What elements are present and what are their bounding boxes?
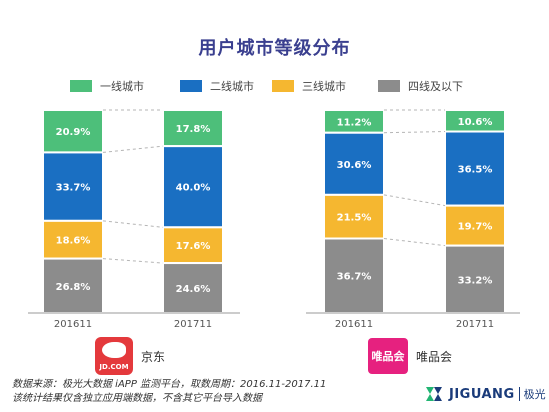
- jiguang-logo: JIGUANG 极光: [423, 383, 546, 405]
- bar-segment: [42, 219, 104, 260]
- legend-swatch: [70, 80, 92, 92]
- jiguang-mark-icon: [423, 383, 445, 405]
- legend-item-tier1: 一线城市: [70, 78, 144, 94]
- bar-segment: [42, 151, 104, 222]
- source-line-2: 该统计结果仅含独立应用端数据，不含其它平台导入数据: [12, 393, 262, 404]
- jd-logo-text: JD.COM: [99, 363, 129, 371]
- data-label: 17.6%: [176, 241, 211, 252]
- chart-title: 用户城市等级分布: [198, 38, 351, 59]
- legend-item-tier3: 三线城市: [272, 78, 346, 94]
- data-label: 33.7%: [56, 183, 91, 194]
- connector-line: [102, 145, 164, 153]
- data-label: 40.0%: [176, 183, 211, 194]
- bar-segment: [444, 204, 506, 247]
- bar-segment: [323, 193, 385, 240]
- jd-logo: JD.COM: [95, 337, 133, 375]
- connector-line: [102, 258, 164, 264]
- x-tick-label: 201611: [335, 319, 373, 330]
- bar-segment: [444, 130, 506, 207]
- legend-swatch: [180, 80, 202, 92]
- jd-dog-icon: [102, 342, 126, 358]
- data-label: 36.7%: [337, 272, 372, 283]
- jiguang-name: JIGUANG: [449, 386, 515, 402]
- jd-brand-name: 京东: [141, 349, 166, 364]
- legend-item-tier2: 二线城市: [180, 78, 254, 94]
- legend-item-tier4: 四线及以下: [378, 78, 463, 94]
- bar-segment: [42, 109, 104, 154]
- jd-brand: JD.COM 京东: [95, 337, 165, 375]
- data-label: 24.6%: [176, 284, 211, 295]
- legend-label: 一线城市: [100, 80, 144, 93]
- connector-line: [383, 238, 446, 247]
- legend-swatch: [378, 80, 400, 92]
- bar-segment: [444, 244, 506, 315]
- data-label: 30.6%: [337, 160, 372, 171]
- bar-segment: [42, 257, 104, 315]
- data-source-note: 数据来源：极光大数据 iAPP 监测平台，取数周期：2016.11-2017.1…: [12, 378, 326, 406]
- data-label: 18.6%: [56, 236, 91, 247]
- bar-segment: [323, 237, 385, 314]
- data-label: 36.5%: [458, 165, 493, 176]
- data-label: 10.6%: [458, 117, 493, 128]
- bar-segment: [323, 131, 385, 196]
- legend-label: 二线城市: [210, 80, 254, 93]
- jiguang-cn-name: 极光: [523, 388, 546, 401]
- vip-brand: 唯品会 唯品会: [368, 338, 452, 374]
- connector-line: [383, 194, 446, 207]
- data-label: 21.5%: [337, 213, 372, 224]
- legend-swatch: [272, 80, 294, 92]
- vip-brand-name: 唯品会: [416, 349, 453, 364]
- data-label: 11.2%: [337, 117, 372, 128]
- data-label: 17.8%: [176, 124, 211, 135]
- data-label: 19.7%: [458, 222, 493, 233]
- x-tick-label: 201611: [54, 319, 92, 330]
- x-tick-label: 201711: [456, 319, 494, 330]
- data-label: 26.8%: [56, 282, 91, 293]
- legend: 一线城市 二线城市 三线城市 四线及以下: [0, 78, 549, 96]
- legend-label: 四线及以下: [408, 80, 463, 93]
- jiguang-divider: [518, 387, 520, 401]
- x-tick-label: 201711: [174, 319, 212, 330]
- data-label: 20.9%: [56, 127, 91, 138]
- connector-line: [383, 131, 446, 134]
- data-label: 33.2%: [458, 275, 493, 286]
- connector-line: [102, 220, 164, 228]
- source-line-1: 数据来源：极光大数据 iAPP 监测平台，取数周期：2016.11-2017.1…: [12, 379, 327, 390]
- vip-logo: 唯品会: [368, 338, 408, 374]
- legend-label: 三线城市: [302, 80, 346, 93]
